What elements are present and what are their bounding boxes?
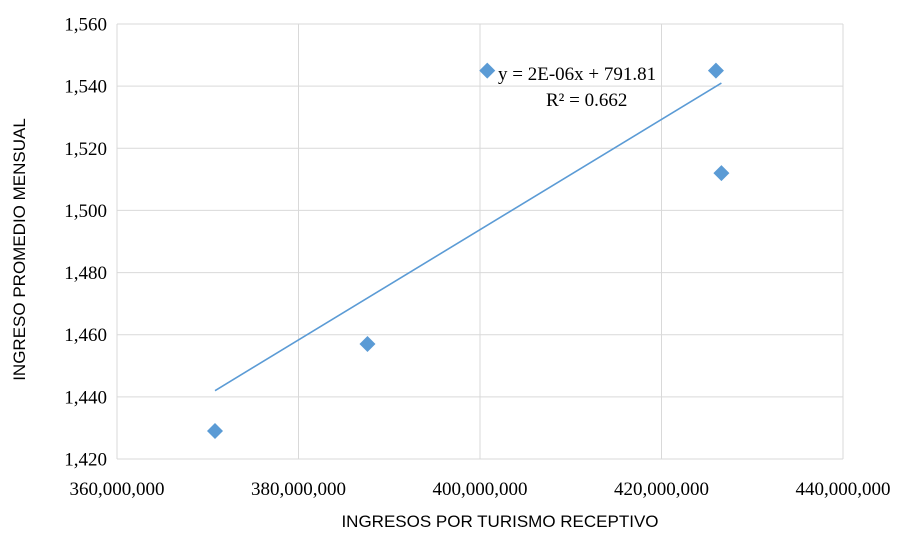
data-point (207, 423, 224, 440)
x-axis-title: INGRESOS POR TURISMO RECEPTIVO (341, 512, 658, 531)
trendline (214, 82, 722, 392)
trendline-group (214, 82, 722, 392)
x-tick-label: 360,000,000 (70, 479, 165, 500)
y-tick-label: 1,500 (64, 201, 107, 222)
y-tick-label: 1,560 (64, 15, 107, 36)
y-axis-title: INGRESO PROMEDIO MENSUAL (10, 118, 29, 381)
x-tick-label: 380,000,000 (251, 479, 346, 500)
y-tick-label: 1,540 (64, 77, 107, 98)
x-tick-label: 400,000,000 (433, 479, 528, 500)
data-point (713, 165, 730, 182)
y-tick-label: 1,420 (64, 450, 107, 471)
data-points (207, 62, 730, 440)
data-point (707, 62, 724, 79)
x-tick-label: 420,000,000 (614, 479, 709, 500)
data-point (479, 62, 496, 79)
x-tick-label: 440,000,000 (796, 479, 891, 500)
tick-labels: 1,420 1,440 1,460 1,480 1,500 1,520 1,540 1,560… (64, 15, 890, 501)
y-tick-label: 1,460 (64, 325, 107, 346)
trendline-r-squared: R² = 0.662 (546, 90, 627, 111)
y-tick-label: 1,480 (64, 263, 107, 284)
grid (116, 23, 844, 460)
y-tick-label: 1,520 (64, 139, 107, 160)
trendline-equation: y = 2E-06x + 791.81 (498, 64, 656, 85)
y-tick-label: 1,440 (64, 387, 107, 408)
data-point (359, 336, 376, 353)
